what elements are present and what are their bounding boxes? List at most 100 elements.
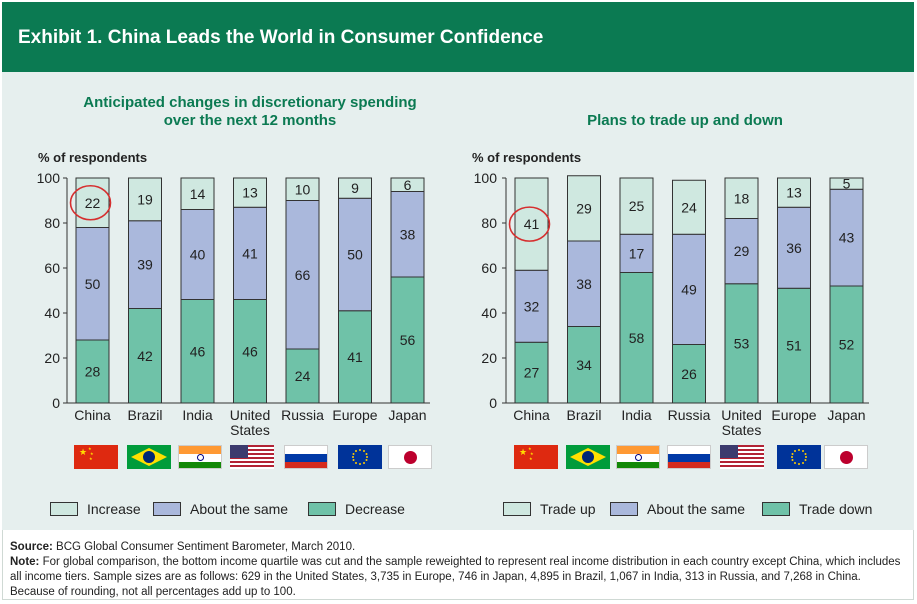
bar-segment [619, 272, 654, 404]
legend-swatch [762, 502, 790, 516]
legend-about-same: About the same [610, 501, 745, 517]
y-tick-label: 80 [481, 215, 497, 231]
bar-segment [180, 299, 215, 404]
legend-swatch [308, 502, 336, 516]
bar-value-label: 10 [295, 181, 311, 197]
legend-label: Increase [87, 501, 141, 517]
exhibit-title: Exhibit 1. China Leads the World in Cons… [18, 27, 544, 48]
bar-value-label: 42 [137, 348, 153, 364]
bar-segment [514, 341, 549, 404]
bar-value-label: 52 [839, 337, 855, 353]
x-category-label: China [513, 407, 550, 423]
bar-segment [390, 177, 425, 192]
bar-segment [777, 177, 811, 208]
x-category-label: Europe [771, 407, 816, 423]
bar-segment [128, 220, 162, 309]
bar-segment [514, 177, 549, 271]
bar-value-label: 26 [681, 366, 697, 382]
bar-value-label: 5 [843, 176, 851, 192]
bar-value-label: 50 [347, 247, 363, 263]
x-category-label: China [74, 407, 111, 423]
bar-value-label: 38 [400, 226, 416, 242]
brazil-flag-icon [127, 445, 171, 469]
bar-value-label: 24 [295, 368, 311, 384]
bar-segment [672, 179, 706, 235]
bar-value-label: 17 [629, 245, 645, 261]
india-flag-icon [178, 445, 222, 469]
bar-segment [567, 240, 601, 327]
legend-decrease: Decrease [308, 501, 405, 517]
bar-value-label: 49 [681, 281, 697, 297]
highlight-circle [69, 184, 112, 221]
bar-value-label: 46 [190, 343, 206, 359]
bar-segment [514, 269, 549, 343]
y-axis-label-trade: % of respondents [472, 150, 582, 165]
bar-value-label: 6 [404, 177, 412, 193]
bar-value-label: 58 [629, 330, 645, 346]
bar-value-label: 9 [351, 180, 359, 196]
x-category-label: Japan [388, 407, 426, 423]
bar-value-label: 53 [734, 335, 750, 351]
russia-flag-icon [667, 445, 711, 469]
bar-segment [285, 177, 320, 201]
brazil-flag-icon [566, 445, 610, 469]
usa-flag-icon [720, 445, 764, 469]
bar-segment [285, 200, 320, 350]
note: Note: For global comparison, the bottom … [10, 555, 905, 600]
bar-segment [180, 209, 215, 300]
bar-segment [338, 177, 372, 199]
y-tick-label: 0 [489, 395, 497, 411]
legend-trade-down: Trade down [762, 501, 872, 517]
source-label: Source: [10, 541, 53, 553]
bar-segment [338, 197, 372, 312]
bar-value-label: 29 [576, 200, 592, 216]
bar-value-label: 34 [576, 357, 592, 373]
legend-swatch [503, 502, 531, 516]
y-tick-label: 80 [44, 215, 60, 231]
bar-segment [285, 348, 320, 404]
y-tick-label: 0 [52, 395, 60, 411]
bar-value-label: 18 [734, 190, 750, 206]
source-note: Source: BCG Global Consumer Sentiment Ba… [10, 540, 905, 555]
usa-flag-icon [230, 445, 274, 469]
bar-segment [338, 310, 372, 404]
highlight-circle [508, 206, 551, 242]
y-tick-label: 20 [44, 350, 60, 366]
bar-segment [567, 326, 601, 404]
y-tick-label: 20 [481, 350, 497, 366]
legend-label: Decrease [345, 501, 405, 517]
bar-value-label: 66 [295, 267, 311, 283]
note-text: For global comparison, the bottom income… [10, 556, 901, 598]
bar-value-label: 32 [524, 298, 540, 314]
x-category-label: India [621, 407, 652, 423]
bar-value-label: 40 [190, 247, 206, 263]
trade-stacked-bar-chart: 0 20 40 60 80 100 27 32 41 China 34 38 29 Brazil 58 17 2… [474, 170, 869, 438]
x-category-label: Japan [827, 407, 865, 423]
bar-value-label: 36 [786, 240, 802, 256]
eu-flag-icon [338, 445, 382, 469]
bar-value-label: 51 [786, 338, 802, 354]
y-tick-label: 40 [481, 305, 497, 321]
x-category-label: Europe [332, 407, 377, 423]
india-flag-icon [616, 445, 660, 469]
bar-value-label: 50 [85, 276, 101, 292]
legend-swatch [153, 502, 181, 516]
bar-segment [619, 177, 654, 235]
bar-segment [777, 206, 811, 289]
bar-value-label: 39 [137, 257, 153, 273]
bar-segment [233, 299, 267, 404]
legend-trade-up: Trade up [503, 501, 596, 517]
bar-segment [724, 283, 759, 404]
chart-title-trade: Plans to trade up and down [587, 112, 783, 129]
y-tick-label: 60 [44, 260, 60, 276]
legend-swatch [50, 502, 78, 516]
x-category-label: Russia [668, 407, 711, 423]
x-category-label: United States [230, 407, 270, 438]
bar-value-label: 19 [137, 191, 153, 207]
bar-segment [233, 177, 267, 208]
bar-value-label: 43 [839, 230, 855, 246]
bar-value-label: 13 [786, 185, 802, 201]
china-flag-icon: ★ ★ ★ ★ [74, 445, 118, 469]
bar-segment [829, 285, 864, 404]
legend-increase: Increase [50, 501, 141, 517]
